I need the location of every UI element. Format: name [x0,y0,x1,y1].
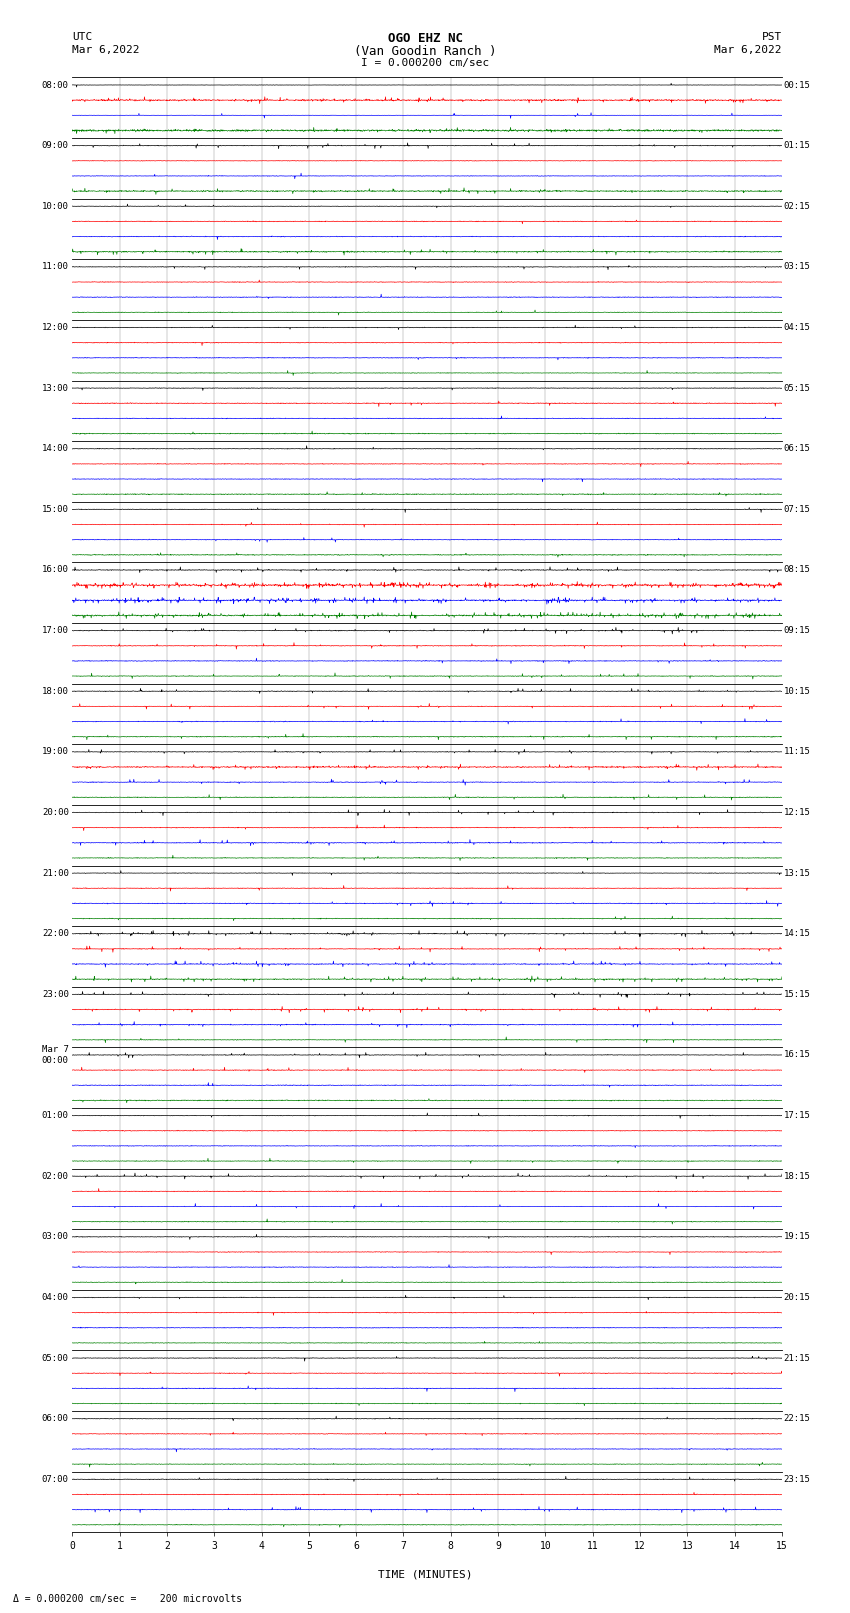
Text: PST: PST [762,32,782,42]
Text: 23:15: 23:15 [784,1474,810,1484]
Text: UTC: UTC [72,32,93,42]
Text: I = 0.000200 cm/sec: I = 0.000200 cm/sec [361,58,489,68]
Text: TIME (MINUTES): TIME (MINUTES) [377,1569,473,1579]
Text: 20:00: 20:00 [42,808,69,816]
Text: 23:00: 23:00 [42,990,69,998]
Text: 01:00: 01:00 [42,1111,69,1119]
Text: 05:15: 05:15 [784,384,810,392]
Text: 03:15: 03:15 [784,263,810,271]
Text: OGO EHZ NC: OGO EHZ NC [388,32,462,45]
Text: 10:15: 10:15 [784,687,810,695]
Text: 18:00: 18:00 [42,687,69,695]
Text: (Van Goodin Ranch ): (Van Goodin Ranch ) [354,45,496,58]
Text: 02:00: 02:00 [42,1171,69,1181]
Text: 11:00: 11:00 [42,263,69,271]
Text: 12:15: 12:15 [784,808,810,816]
Text: 16:15: 16:15 [784,1050,810,1060]
Text: 01:15: 01:15 [784,140,810,150]
Text: 09:15: 09:15 [784,626,810,636]
Text: 00:15: 00:15 [784,81,810,89]
Text: 19:15: 19:15 [784,1232,810,1242]
Text: 22:15: 22:15 [784,1415,810,1423]
Text: 16:00: 16:00 [42,566,69,574]
Text: 07:00: 07:00 [42,1474,69,1484]
Text: 09:00: 09:00 [42,140,69,150]
Text: 14:15: 14:15 [784,929,810,939]
Text: 03:00: 03:00 [42,1232,69,1242]
Text: 21:00: 21:00 [42,868,69,877]
Text: 18:15: 18:15 [784,1171,810,1181]
Text: 06:00: 06:00 [42,1415,69,1423]
Text: 05:00: 05:00 [42,1353,69,1363]
Text: 06:15: 06:15 [784,444,810,453]
Text: 17:15: 17:15 [784,1111,810,1119]
Text: 11:15: 11:15 [784,747,810,756]
Text: Δ = 0.000200 cm/sec =    200 microvolts: Δ = 0.000200 cm/sec = 200 microvolts [13,1594,242,1603]
Text: 10:00: 10:00 [42,202,69,211]
Text: 02:15: 02:15 [784,202,810,211]
Text: 19:00: 19:00 [42,747,69,756]
Text: 08:15: 08:15 [784,566,810,574]
Text: 21:15: 21:15 [784,1353,810,1363]
Text: 22:00: 22:00 [42,929,69,939]
Text: 15:15: 15:15 [784,990,810,998]
Text: Mar 7
00:00: Mar 7 00:00 [42,1045,69,1065]
Text: 08:00: 08:00 [42,81,69,89]
Text: 15:00: 15:00 [42,505,69,515]
Text: 20:15: 20:15 [784,1294,810,1302]
Text: 04:00: 04:00 [42,1294,69,1302]
Text: 14:00: 14:00 [42,444,69,453]
Text: 17:00: 17:00 [42,626,69,636]
Text: 13:00: 13:00 [42,384,69,392]
Text: 13:15: 13:15 [784,868,810,877]
Text: 12:00: 12:00 [42,323,69,332]
Text: Mar 6,2022: Mar 6,2022 [72,45,139,55]
Text: 04:15: 04:15 [784,323,810,332]
Text: 07:15: 07:15 [784,505,810,515]
Text: Mar 6,2022: Mar 6,2022 [715,45,782,55]
